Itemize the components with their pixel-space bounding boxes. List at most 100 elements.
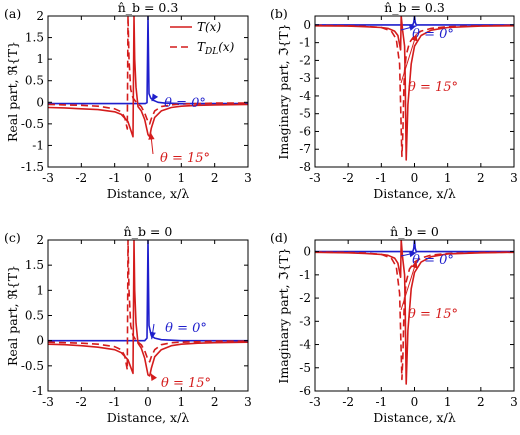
y-tick-label: -6 xyxy=(299,124,311,138)
annotation-arrow-blue-head xyxy=(151,93,159,102)
series-red-solid-1 xyxy=(48,240,248,377)
plot-area xyxy=(315,240,514,385)
panel-a: -3 -2 -1 0 1 2 3 -1.5 -1 -0.5 0 0.5 1 1.5 2 Distance, x… xyxy=(4,0,252,201)
y-tick-label: -7 xyxy=(299,142,311,156)
y-tick-label: -1 xyxy=(32,138,44,152)
panel-tag: (c) xyxy=(4,230,21,245)
x-tick-label: -2 xyxy=(75,171,87,185)
x-tick-label: -1 xyxy=(375,395,387,409)
y-tick-label: 2 xyxy=(36,233,44,247)
panel-title: n̂_b = 0.3 xyxy=(118,0,179,15)
y-tick-label: -1 xyxy=(299,36,311,50)
plot-area xyxy=(48,16,248,138)
panel-title: n̂_b = 0.3 xyxy=(384,0,445,15)
x-tick-label: 0 xyxy=(411,171,419,185)
y-tick-label: -2 xyxy=(299,291,311,305)
x-tick-label: 0 xyxy=(411,395,419,409)
x-tick-label: -3 xyxy=(309,395,321,409)
annotation-red: θ = 15° xyxy=(408,307,458,322)
series-red-dashed-2 xyxy=(315,24,514,158)
x-tick-label: 3 xyxy=(244,171,252,185)
y-tick-label: -0.5 xyxy=(21,359,44,373)
series-red-solid-1 xyxy=(48,16,248,138)
plot-area xyxy=(315,16,514,161)
panel-tag: (d) xyxy=(270,230,288,245)
x-tick-label: -2 xyxy=(342,395,354,409)
legend-entry: T(x) xyxy=(197,20,221,34)
plot-area xyxy=(48,240,248,377)
panel-tag: (a) xyxy=(4,6,21,21)
y-tick-label: 1 xyxy=(36,283,44,297)
legend: T(x) TDL(x) xyxy=(170,20,235,57)
x-tick-label: 2 xyxy=(477,171,485,185)
panel-tag: (b) xyxy=(270,6,288,21)
x-axis-label: Distance, x/λ xyxy=(373,410,456,425)
y-axis-label: Real part, ℜ{T} xyxy=(5,265,20,366)
annotation-red: θ = 15° xyxy=(408,80,458,95)
annotation-blue: θ = 0° xyxy=(164,96,206,111)
series-blue-solid-0 xyxy=(315,240,514,253)
y-tick-label: -4 xyxy=(299,89,311,103)
x-tick-label: 1 xyxy=(444,395,452,409)
y-tick-label: -1.5 xyxy=(21,160,44,174)
y-tick-label: -5 xyxy=(299,361,311,375)
annotation-arrow-red xyxy=(400,33,417,84)
annotation-arrow-red xyxy=(400,260,417,311)
series-blue-solid-0 xyxy=(48,16,248,105)
x-tick-label: 2 xyxy=(211,171,219,185)
y-tick-label: 1.5 xyxy=(25,31,44,45)
y-axis-label: Imaginary part, ℑ{T} xyxy=(276,23,291,159)
y-tick-label: 0 xyxy=(303,18,311,32)
y-tick-label: 1.5 xyxy=(25,258,44,272)
panel-c: -3 -2 -1 0 1 2 3 -1 -0.5 0 0.5 1 1.5 2 Distance, x/λ Re… xyxy=(4,224,252,425)
x-tick-label: -3 xyxy=(42,395,54,409)
x-tick-label: 3 xyxy=(244,395,252,409)
x-tick-label: -1 xyxy=(109,395,121,409)
x-tick-label: 1 xyxy=(178,171,186,185)
x-tick-label: 1 xyxy=(178,395,186,409)
x-tick-label: 0 xyxy=(144,171,152,185)
y-tick-label: -5 xyxy=(299,107,311,121)
x-axis-label: Distance, x/λ xyxy=(107,186,190,201)
x-tick-label: -2 xyxy=(342,171,354,185)
x-tick-label: -1 xyxy=(375,171,387,185)
y-tick-label: 2 xyxy=(36,9,44,23)
annotation-arrow-red-head xyxy=(150,373,157,382)
x-tick-label: 3 xyxy=(510,395,518,409)
y-tick-label: 0.5 xyxy=(25,309,44,323)
annotation-red: θ = 15° xyxy=(160,151,210,166)
annotation-arrow-blue-head xyxy=(149,331,156,340)
annotation-arrow-red-head xyxy=(148,132,155,140)
y-tick-label: -4 xyxy=(299,338,311,352)
y-axis-label: Real part, ℜ{T} xyxy=(5,41,20,142)
x-tick-label: 3 xyxy=(510,171,518,185)
x-tick-label: 0 xyxy=(144,395,152,409)
y-tick-label: -3 xyxy=(299,314,311,328)
x-tick-label: -1 xyxy=(109,171,121,185)
y-tick-label: 0 xyxy=(303,245,311,259)
x-tick-label: 2 xyxy=(477,395,485,409)
y-tick-label: 1 xyxy=(36,52,44,66)
x-tick-label: -2 xyxy=(75,395,87,409)
panel-title: n̂_b = 0 xyxy=(390,224,439,239)
x-tick-label: 2 xyxy=(211,395,219,409)
x-axis-label: Distance, x/λ xyxy=(107,410,190,425)
y-tick-label: -0.5 xyxy=(21,117,44,131)
series-red-dashed-2 xyxy=(48,16,248,130)
legend-entry: TDL(x) xyxy=(197,40,235,57)
x-tick-label: -3 xyxy=(42,171,54,185)
series-red-dashed-2 xyxy=(315,251,514,381)
y-tick-label: -3 xyxy=(299,71,311,85)
annotation-arrow-blue-head xyxy=(408,250,417,258)
x-tick-label: 1 xyxy=(444,171,452,185)
y-axis-label: Imaginary part, ℑ{T} xyxy=(276,247,291,383)
series-red-dashed-2 xyxy=(48,240,248,371)
series-blue-solid-0 xyxy=(315,16,514,26)
x-tick-label: -3 xyxy=(309,171,321,185)
annotation-blue: θ = 0° xyxy=(165,321,207,336)
annotation-blue: θ = 0° xyxy=(412,253,454,268)
y-tick-label: -8 xyxy=(299,160,311,174)
